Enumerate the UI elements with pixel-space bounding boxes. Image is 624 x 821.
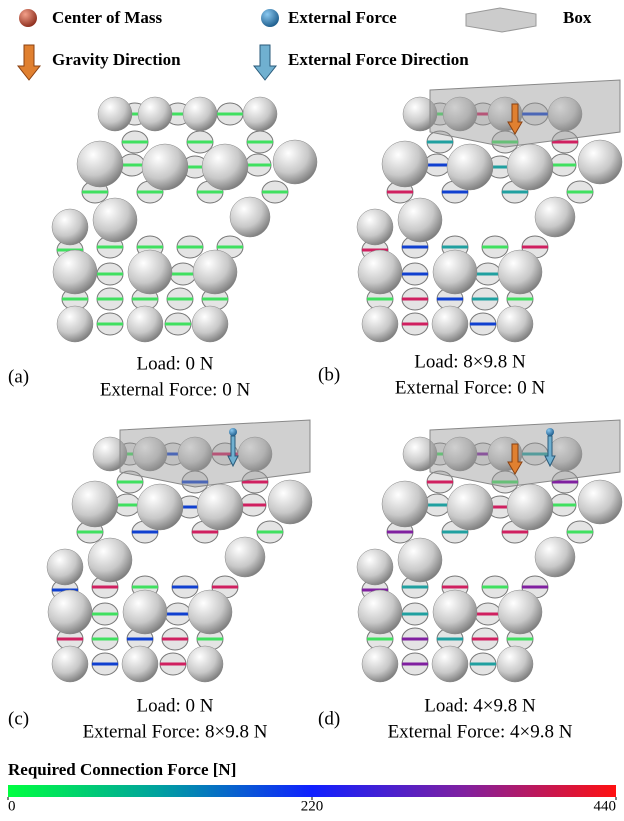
legend-label: External Force xyxy=(288,8,397,27)
module-sphere xyxy=(578,140,622,184)
module-sphere xyxy=(382,141,428,187)
caption-force: External Force: 8×9.8 N xyxy=(83,721,268,742)
module-sphere xyxy=(138,97,172,131)
colorbar-title: Required Connection Force [N] xyxy=(8,760,236,779)
module-sphere xyxy=(188,590,232,634)
module-sphere xyxy=(202,144,248,190)
box xyxy=(430,80,620,147)
force-point xyxy=(546,428,554,436)
module-sphere xyxy=(433,590,477,634)
module-sphere xyxy=(123,590,167,634)
module-sphere xyxy=(57,306,93,342)
force-arrow-icon xyxy=(254,45,276,80)
module-sphere xyxy=(53,250,97,294)
colorbar-tick-label: 220 xyxy=(301,798,324,814)
module-sphere xyxy=(187,646,223,682)
robot xyxy=(47,420,312,682)
module-sphere xyxy=(535,537,575,577)
caption-load: Load: 4×9.8 N xyxy=(424,695,536,716)
force-icon xyxy=(261,9,279,27)
module-sphere xyxy=(447,144,493,190)
panel-label: (b) xyxy=(318,364,340,385)
module-sphere xyxy=(497,646,533,682)
module-sphere xyxy=(578,480,622,524)
module-sphere xyxy=(183,97,217,131)
caption-force: External Force: 0 N xyxy=(100,379,251,400)
module-sphere xyxy=(362,646,398,682)
caption-load: Load: 8×9.8 N xyxy=(414,351,526,372)
com-icon xyxy=(19,9,37,27)
legend: Center of Mass External Force Box Gravit… xyxy=(18,8,592,80)
module-sphere xyxy=(398,198,442,242)
module-sphere xyxy=(398,538,442,582)
panel-label: (a) xyxy=(8,366,29,387)
module-sphere xyxy=(137,484,183,530)
module-sphere xyxy=(535,197,575,237)
caption-force: External Force: 0 N xyxy=(395,377,546,398)
module-sphere xyxy=(230,197,270,237)
module-sphere xyxy=(507,484,553,530)
panel-label: (c) xyxy=(8,708,29,729)
force-point xyxy=(229,428,237,436)
panels: (a) Load: 0 N External Force: 0 N (b) Load: … xyxy=(8,80,622,742)
module-sphere xyxy=(192,306,228,342)
module-sphere xyxy=(88,538,132,582)
module-sphere xyxy=(48,590,92,634)
module-sphere xyxy=(47,549,83,585)
module-sphere xyxy=(127,306,163,342)
module-sphere xyxy=(432,646,468,682)
module-sphere xyxy=(358,590,402,634)
module-sphere xyxy=(72,481,118,527)
box-icon xyxy=(466,8,536,32)
panel-label: (d) xyxy=(318,708,340,729)
module-sphere xyxy=(433,250,477,294)
colorbar xyxy=(8,785,616,797)
module-sphere xyxy=(447,484,493,530)
module-sphere xyxy=(52,209,88,245)
module-sphere xyxy=(497,306,533,342)
module-sphere xyxy=(432,306,468,342)
module-sphere xyxy=(142,144,188,190)
colorbar-tick-label: 0 xyxy=(8,798,16,814)
module-sphere xyxy=(273,140,317,184)
module-sphere xyxy=(498,590,542,634)
colorbar-tick-label: 440 xyxy=(594,798,617,814)
module-sphere xyxy=(357,549,393,585)
module-sphere xyxy=(93,198,137,242)
module-sphere xyxy=(225,537,265,577)
caption-load: Load: 0 N xyxy=(136,695,213,716)
box xyxy=(120,420,310,487)
module-sphere xyxy=(193,250,237,294)
module-sphere xyxy=(128,250,172,294)
legend-label: External Force Direction xyxy=(288,50,469,69)
module-sphere xyxy=(507,144,553,190)
module-sphere xyxy=(498,250,542,294)
robot xyxy=(357,80,622,342)
module-sphere xyxy=(357,209,393,245)
module-sphere xyxy=(268,480,312,524)
legend-label: Box xyxy=(563,8,592,27)
module-sphere xyxy=(52,646,88,682)
figure: Center of Mass External Force Box Gravit… xyxy=(0,0,624,816)
box xyxy=(430,420,620,487)
module-sphere xyxy=(197,484,243,530)
legend-label: Center of Mass xyxy=(52,8,163,27)
robot xyxy=(357,420,622,682)
robot xyxy=(52,97,317,342)
caption-force: External Force: 4×9.8 N xyxy=(388,721,573,742)
module-sphere xyxy=(77,141,123,187)
module-sphere xyxy=(358,250,402,294)
module-sphere xyxy=(243,97,277,131)
legend-label: Gravity Direction xyxy=(52,50,181,69)
module-sphere xyxy=(98,97,132,131)
module-sphere xyxy=(382,481,428,527)
gravity-icon xyxy=(18,45,40,80)
module-sphere xyxy=(362,306,398,342)
module-sphere xyxy=(122,646,158,682)
caption-load: Load: 0 N xyxy=(136,353,213,374)
